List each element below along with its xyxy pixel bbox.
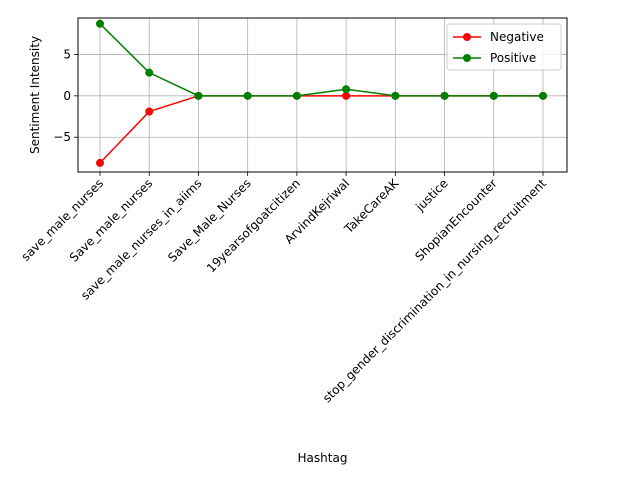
data-point-positive xyxy=(194,91,203,100)
data-point-positive xyxy=(342,85,351,94)
x-axis-label: Hashtag xyxy=(298,451,348,465)
plot-area-frame xyxy=(77,17,568,173)
data-point-positive xyxy=(391,91,400,100)
legend-positive-marker xyxy=(463,54,471,62)
legend: Negative Positive xyxy=(446,23,562,71)
legend-negative-marker xyxy=(463,33,471,41)
legend-positive-label: Positive xyxy=(490,51,536,65)
data-point-negative xyxy=(96,158,104,167)
y-tick-label: 5 xyxy=(63,47,71,61)
data-point-positive xyxy=(489,91,498,100)
series-lines xyxy=(96,19,547,167)
data-point-positive xyxy=(243,91,252,100)
data-point-positive xyxy=(539,91,547,100)
data-point-positive xyxy=(440,91,449,100)
data-point-negative xyxy=(342,91,351,100)
legend-negative-label: Negative xyxy=(490,30,544,44)
data-point-negative xyxy=(145,107,154,116)
data-point-positive xyxy=(145,68,154,77)
y-tick-label: 0 xyxy=(63,89,71,103)
y-axis-label: Sentiment Intensity xyxy=(28,36,42,154)
y-tick-label: −5 xyxy=(53,130,71,144)
data-point-positive xyxy=(96,19,104,28)
data-point-positive xyxy=(292,91,301,100)
series-line-positive xyxy=(99,23,543,97)
